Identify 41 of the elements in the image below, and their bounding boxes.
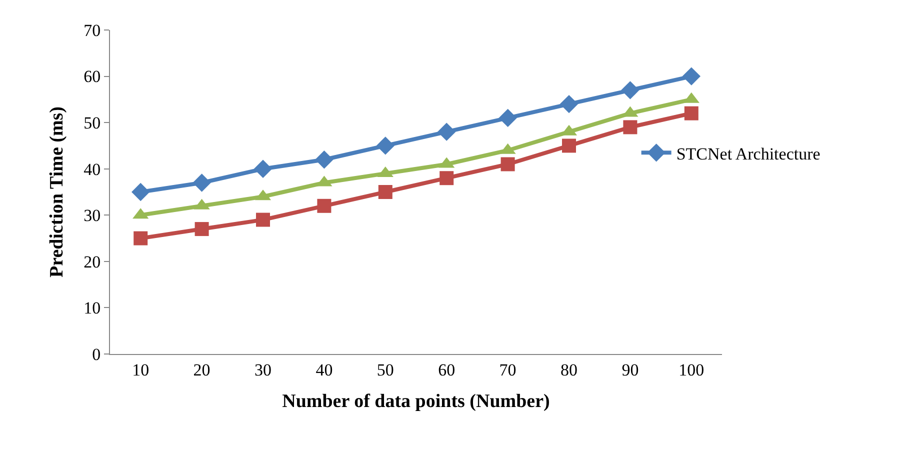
legend-label: STCNet Architecture [676, 144, 820, 164]
point [438, 122, 456, 141]
point [194, 222, 209, 236]
point [378, 185, 392, 199]
y-tick-label: 40 [84, 160, 101, 179]
x-tick-label: 90 [622, 360, 639, 380]
point [256, 212, 270, 227]
x-tick-label: 100 [678, 360, 704, 380]
y-axis-title: Prediction Time (ms) [46, 106, 68, 278]
point [440, 171, 454, 186]
x-tick-label: 30 [254, 360, 272, 380]
y-tick-label: 50 [84, 114, 101, 133]
x-tick-label: 80 [560, 360, 578, 380]
x-tick-label: 60 [438, 360, 456, 380]
point [315, 150, 334, 169]
x-tick-label: 70 [499, 360, 516, 380]
point [623, 120, 638, 134]
y-tick-label: 60 [84, 67, 101, 86]
point [376, 136, 394, 155]
point [682, 67, 700, 86]
x-tick-label: 20 [193, 360, 210, 380]
point [560, 94, 578, 114]
point [192, 174, 211, 192]
point [621, 81, 640, 100]
y-tick-label: 20 [84, 252, 101, 272]
y-tick-label: 10 [84, 298, 101, 318]
point [684, 106, 698, 120]
y-tick-label: 70 [84, 20, 101, 40]
point [254, 160, 272, 178]
x-tick-label: 40 [316, 360, 333, 380]
point [132, 182, 150, 202]
y-tick-label: 0 [92, 344, 101, 364]
x-tick-label: 10 [132, 360, 150, 380]
point [500, 157, 515, 172]
point [562, 138, 576, 153]
point [317, 198, 332, 213]
point [134, 231, 148, 246]
x-tick-label: 50 [376, 360, 394, 380]
y-tick-label: 30 [84, 206, 101, 226]
x-axis-title: Number of data points (Number) [282, 391, 550, 412]
point [498, 108, 517, 128]
